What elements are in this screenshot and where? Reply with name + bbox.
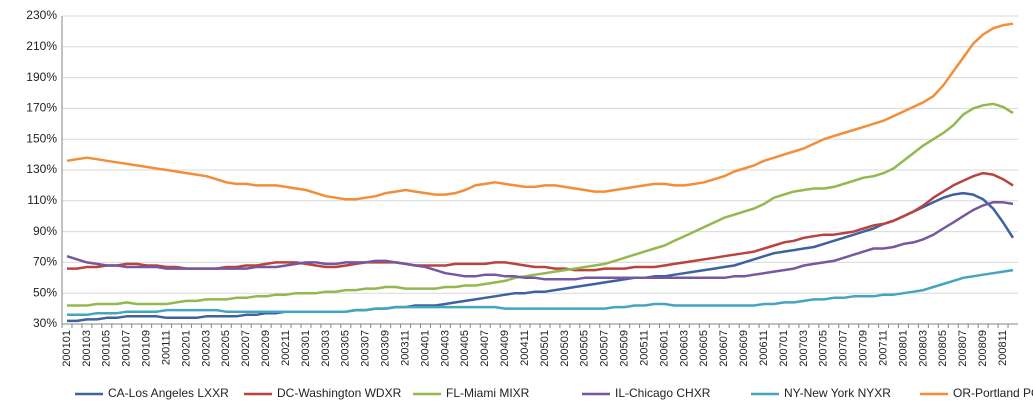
y-tick-label: 30% [33, 316, 57, 330]
x-tick-label: 200409 [499, 330, 511, 367]
legend-label: IL-Chicago CHXR [615, 386, 711, 400]
x-tick-label: 200301 [300, 330, 312, 367]
y-tick-label: 90% [33, 224, 57, 238]
y-tick-label: 210% [26, 39, 57, 53]
x-tick-label: 200405 [459, 330, 471, 367]
x-tick-label: 200811 [997, 330, 1009, 366]
x-tick-label: 200605 [698, 330, 710, 367]
x-tick-label: 200209 [260, 330, 272, 367]
legend-label: NY-New York NYXR [784, 386, 891, 400]
y-tick-label: 150% [26, 131, 57, 145]
x-tick-label: 200505 [579, 330, 591, 367]
x-tick-label: 200801 [897, 330, 909, 367]
x-tick-label: 200109 [141, 330, 153, 367]
x-tick-label: 200307 [360, 330, 372, 367]
x-tick-label: 200609 [738, 330, 750, 367]
line-series [67, 171, 1014, 272]
x-tick-label: 200809 [977, 330, 989, 367]
x-tick-label: 200803 [917, 330, 929, 367]
x-tick-label: 200509 [619, 330, 631, 367]
y-tick-label: 70% [33, 255, 57, 269]
x-tick-label: 200603 [678, 330, 690, 367]
x-tick-label: 200309 [380, 330, 392, 367]
x-tick-label: 200709 [858, 330, 870, 367]
x-tick-label: 200705 [818, 330, 830, 367]
y-tick-label: 130% [26, 162, 57, 176]
x-tick-label: 200711 [877, 330, 889, 366]
legend-label: DC-Washington WDXR [277, 386, 402, 400]
x-tick-label: 200611 [758, 330, 770, 366]
x-tick-label: 200207 [240, 330, 252, 367]
x-tick-label: 200311 [399, 330, 411, 366]
line-series [66, 201, 1014, 281]
y-tick-label: 190% [26, 70, 57, 84]
x-tick-label: 200707 [838, 330, 850, 367]
x-tick-label: 200111 [160, 330, 172, 365]
x-tick-label: 200601 [658, 330, 670, 367]
x-tick-label: 200211 [280, 330, 292, 366]
line-series [66, 22, 1014, 201]
x-tick-label: 200403 [439, 330, 451, 367]
x-tick-label: 200107 [121, 330, 133, 367]
x-tick-label: 200305 [340, 330, 352, 367]
y-tick-label: 50% [33, 285, 57, 299]
line-series [67, 102, 1014, 307]
x-tick-label: 200407 [479, 330, 491, 367]
x-tick-label: 200701 [778, 330, 790, 367]
legend-label: CA-Los Angeles LXXR [108, 386, 229, 400]
line-series [67, 268, 1014, 317]
x-tick-label: 200411 [519, 330, 531, 366]
x-tick-label: 200805 [937, 330, 949, 367]
line-series [67, 191, 1015, 323]
y-tick-label: 170% [26, 101, 57, 115]
x-tick-label: 200503 [559, 330, 571, 367]
x-tick-label: 200303 [320, 330, 332, 367]
y-tick-label: 230% [26, 8, 57, 22]
legend-label: OR-Portland POXR [953, 386, 1033, 400]
x-tick-label: 200703 [798, 330, 810, 367]
x-tick-label: 200101 [61, 330, 73, 367]
x-tick-label: 200203 [200, 330, 212, 367]
x-tick-label: 200105 [101, 330, 113, 367]
legend-label: FL-Miami MIXR [446, 386, 530, 400]
x-tick-label: 200507 [599, 330, 611, 367]
x-tick-label: 200201 [180, 330, 192, 367]
x-tick-label: 200401 [419, 330, 431, 367]
x-tick-label: 200501 [539, 330, 551, 367]
x-tick-label: 200103 [81, 330, 93, 367]
x-tick-label: 200607 [718, 330, 730, 367]
x-tick-label: 200205 [220, 330, 232, 367]
x-tick-label: 200511 [638, 330, 650, 366]
x-tick-label: 200807 [957, 330, 969, 367]
y-tick-label: 110% [27, 193, 57, 207]
